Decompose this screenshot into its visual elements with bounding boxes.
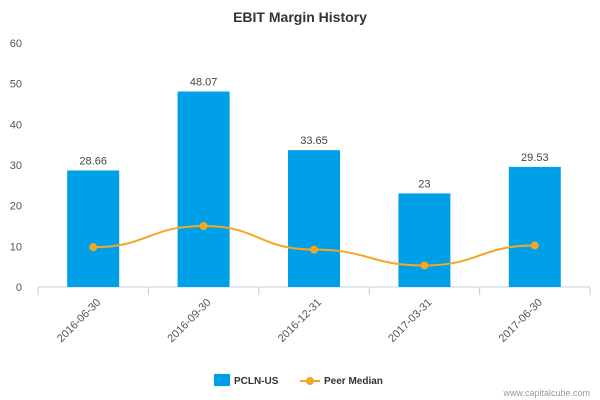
bar — [508, 166, 561, 287]
y-tick-label: 20 — [10, 201, 22, 213]
legend-label-pcln[interactable]: PCLN-US — [234, 376, 279, 387]
chart-title: EBIT Margin History — [233, 9, 367, 25]
bar — [288, 150, 340, 287]
data-label: 28.66 — [79, 155, 107, 167]
peer-median-point — [310, 245, 318, 254]
bar — [67, 170, 120, 287]
bar — [177, 91, 230, 287]
bar-series — [67, 91, 561, 287]
y-tick-label: 50 — [10, 79, 22, 91]
y-tick-label: 30 — [10, 160, 22, 172]
peer-median-points — [89, 222, 539, 270]
peer-median-point — [89, 243, 98, 252]
x-axis-label: 2016-12-31 — [276, 297, 324, 345]
data-labels: 28.66 48.07 33.65 23 29.53 — [79, 77, 548, 191]
legend-marker-median — [306, 377, 314, 385]
y-tick-label: 40 — [10, 119, 22, 131]
x-axis-label: 2017-06-30 — [497, 297, 545, 345]
y-tick-label: 0 — [16, 282, 22, 294]
x-axis-label: 2016-09-30 — [165, 297, 213, 345]
peer-median-point — [420, 261, 429, 270]
data-label: 23 — [418, 178, 430, 190]
peer-median-point — [530, 241, 539, 250]
data-label: 33.65 — [300, 135, 328, 147]
legend-label-median[interactable]: Peer Median — [324, 376, 383, 387]
x-axis-ticks — [37, 287, 591, 295]
data-label: 29.53 — [521, 152, 549, 164]
legend-swatch-pcln[interactable] — [214, 374, 230, 386]
y-axis: 0 10 20 30 40 50 60 — [10, 38, 22, 294]
legend: PCLN-US Peer Median — [214, 374, 383, 387]
y-tick-label: 10 — [10, 241, 22, 253]
credit-text[interactable]: www.capitalcube.com — [502, 388, 590, 398]
bar — [398, 193, 451, 287]
peer-median-point — [199, 222, 208, 230]
x-axis-labels: 2016-06-30 2016-09-30 2016-12-31 2017-03-31… — [55, 297, 545, 345]
x-axis-label: 2016-06-30 — [55, 297, 103, 345]
y-tick-label: 60 — [10, 38, 22, 50]
data-label: 48.07 — [190, 77, 218, 89]
x-axis-label: 2017-03-31 — [386, 297, 434, 345]
